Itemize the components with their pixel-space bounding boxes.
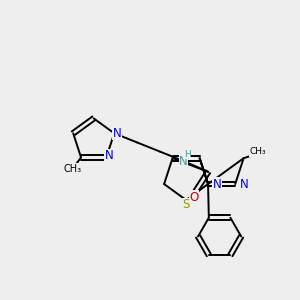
Text: N: N	[240, 178, 249, 190]
Text: N: N	[113, 127, 122, 140]
Text: CH₃: CH₃	[250, 147, 267, 156]
Text: N: N	[105, 149, 114, 162]
Text: N: N	[179, 154, 188, 167]
Text: H: H	[184, 150, 191, 159]
Text: CH₃: CH₃	[64, 164, 82, 174]
Text: N: N	[213, 178, 221, 190]
Text: S: S	[182, 198, 190, 211]
Text: O: O	[190, 191, 199, 204]
